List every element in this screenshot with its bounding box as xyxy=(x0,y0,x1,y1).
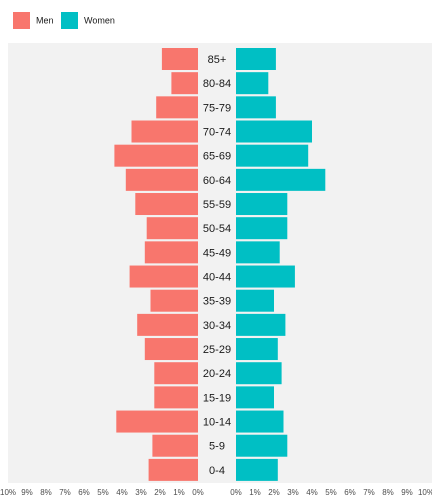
tick-label-men-5: 5% xyxy=(97,488,109,497)
bar-men-55-59 xyxy=(135,193,198,216)
age-label-30-34: 30-34 xyxy=(203,320,231,332)
age-label-85+: 85+ xyxy=(208,54,227,66)
bar-women-55-59 xyxy=(236,193,288,216)
bar-men-0-4 xyxy=(148,458,198,481)
tick-label-men-10: 10% xyxy=(0,488,16,497)
age-label-60-64: 60-64 xyxy=(203,175,231,187)
bar-women-45-49 xyxy=(236,241,280,264)
bar-women-40-44 xyxy=(236,265,295,288)
age-label-35-39: 35-39 xyxy=(203,296,231,308)
bar-women-20-24 xyxy=(236,362,282,385)
age-label-75-79: 75-79 xyxy=(203,102,231,114)
tick-label-men-3: 3% xyxy=(135,488,147,497)
age-label-55-59: 55-59 xyxy=(203,199,231,211)
tick-label-men-7: 7% xyxy=(59,488,71,497)
legend-key-women xyxy=(61,12,78,29)
age-label-25-29: 25-29 xyxy=(203,344,231,356)
legend-label-women: Women xyxy=(84,16,115,26)
bar-men-50-54 xyxy=(146,217,198,240)
bar-men-75-79 xyxy=(156,96,198,119)
bar-men-40-44 xyxy=(129,265,198,288)
bar-women-5-9 xyxy=(236,434,288,457)
tick-label-women-0: 0% xyxy=(230,488,242,497)
tick-label-men-4: 4% xyxy=(116,488,128,497)
bar-men-30-34 xyxy=(137,313,198,336)
bar-men-80-84 xyxy=(171,72,198,95)
tick-label-men-9: 9% xyxy=(21,488,33,497)
bar-men-15-19 xyxy=(154,386,198,409)
bar-men-20-24 xyxy=(154,362,198,385)
age-label-0-4: 0-4 xyxy=(209,465,225,477)
bar-men-10-14 xyxy=(116,410,198,433)
legend-key-men xyxy=(13,12,30,29)
bar-women-60-64 xyxy=(236,168,326,191)
age-label-40-44: 40-44 xyxy=(203,272,231,284)
tick-label-men-8: 8% xyxy=(40,488,52,497)
bar-women-65-69 xyxy=(236,144,309,167)
x-axis-ticks: 0% 0% 1% 1% 2% 2% 3% 3% 4% 4% 5% 5% 6% 6% 7% 7% 8% 8% 9% 9%… xyxy=(0,488,432,497)
tick-label-men-1: 1% xyxy=(173,488,185,497)
bar-men-45-49 xyxy=(144,241,198,264)
tick-label-women-9: 9% xyxy=(401,488,413,497)
bar-women-35-39 xyxy=(236,289,274,312)
bar-men-65-69 xyxy=(114,144,198,167)
age-label-15-19: 15-19 xyxy=(203,392,231,404)
tick-label-women-10: 10% xyxy=(418,488,432,497)
tick-label-men-0: 0% xyxy=(192,488,204,497)
bar-women-10-14 xyxy=(236,410,284,433)
bar-women-30-34 xyxy=(236,313,286,336)
age-label-45-49: 45-49 xyxy=(203,247,231,259)
tick-label-women-6: 6% xyxy=(344,488,356,497)
bar-men-70-74 xyxy=(131,120,198,143)
bars-layer xyxy=(114,48,326,481)
bar-women-85+ xyxy=(236,48,276,70)
tick-label-women-7: 7% xyxy=(363,488,375,497)
bar-women-15-19 xyxy=(236,386,274,409)
age-labels-layer: 0-4 5-9 10-14 15-19 20-24 25-29 30-34 35-39 40-4… xyxy=(203,54,231,477)
age-label-10-14: 10-14 xyxy=(203,417,231,429)
age-label-20-24: 20-24 xyxy=(203,368,231,380)
tick-label-men-6: 6% xyxy=(78,488,90,497)
tick-label-women-5: 5% xyxy=(325,488,337,497)
tick-label-women-2: 2% xyxy=(268,488,280,497)
bar-men-35-39 xyxy=(150,289,198,312)
tick-label-men-2: 2% xyxy=(154,488,166,497)
bar-men-85+ xyxy=(161,48,198,70)
bar-women-75-79 xyxy=(236,96,276,119)
plot-panel xyxy=(8,43,432,483)
age-label-5-9: 5-9 xyxy=(209,441,225,453)
bar-women-0-4 xyxy=(236,458,278,481)
tick-label-women-8: 8% xyxy=(382,488,394,497)
legend: Men Women xyxy=(13,12,115,29)
age-label-65-69: 65-69 xyxy=(203,151,231,163)
age-label-80-84: 80-84 xyxy=(203,78,231,90)
bar-women-70-74 xyxy=(236,120,312,143)
bar-men-60-64 xyxy=(125,168,198,191)
age-label-70-74: 70-74 xyxy=(203,127,231,139)
tick-label-women-4: 4% xyxy=(306,488,318,497)
bar-women-80-84 xyxy=(236,72,269,95)
bar-men-5-9 xyxy=(152,434,198,457)
legend-label-men: Men xyxy=(36,16,54,26)
bar-women-50-54 xyxy=(236,217,288,240)
bar-women-25-29 xyxy=(236,338,278,361)
tick-label-women-3: 3% xyxy=(287,488,299,497)
tick-label-women-1: 1% xyxy=(249,488,261,497)
bar-men-25-29 xyxy=(144,338,198,361)
age-label-50-54: 50-54 xyxy=(203,223,231,235)
